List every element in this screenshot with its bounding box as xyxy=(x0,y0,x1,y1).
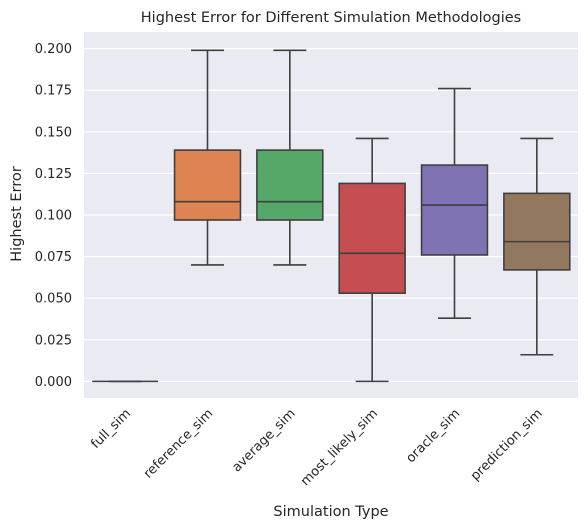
y-tick-label: 0.100 xyxy=(35,209,72,224)
box-oracle_sim xyxy=(420,87,489,319)
box-prediction_sim xyxy=(503,137,571,356)
y-tick-label: 0.075 xyxy=(35,250,72,265)
iqr-box xyxy=(503,192,571,271)
x-tick-label: average_sim xyxy=(230,406,299,475)
y-tick-label: 0.050 xyxy=(35,292,72,307)
box-average_sim xyxy=(256,49,324,266)
y-tick-label: 0.150 xyxy=(35,125,72,140)
x-tick-label: full_sim xyxy=(88,406,134,452)
iqr-box xyxy=(420,164,489,256)
box-most_likely_sim xyxy=(338,137,406,383)
x-tick-label: prediction_sim xyxy=(468,406,546,484)
y-tick-label: 0.125 xyxy=(35,167,72,182)
iqr-box xyxy=(256,149,324,221)
y-tick-labels: 0.000 0.025 0.050 0.075 0.100 0.125 0.150 0.175… xyxy=(35,42,72,390)
boxes xyxy=(92,49,571,383)
box-reference_sim xyxy=(173,49,242,266)
x-tick-label: oracle_sim xyxy=(404,406,464,466)
gridlines xyxy=(84,48,578,382)
y-tick-label: 0.025 xyxy=(35,333,72,348)
y-axis-title: Highest Error xyxy=(9,166,25,261)
y-tick-label: 0.000 xyxy=(35,375,72,390)
x-tick-label: most_likely_sim xyxy=(298,406,381,489)
x-tick-labels: full_sim reference_sim average_sim most_lik… xyxy=(88,406,545,489)
x-tick-label: reference_sim xyxy=(141,406,216,481)
y-tick-label: 0.200 xyxy=(35,42,72,57)
x-axis-title: Simulation Type xyxy=(273,504,388,520)
iqr-box xyxy=(338,182,406,294)
y-tick-label: 0.175 xyxy=(35,84,72,99)
iqr-box xyxy=(173,149,242,221)
chart-title: Highest Error for Different Simulation M… xyxy=(141,10,521,26)
